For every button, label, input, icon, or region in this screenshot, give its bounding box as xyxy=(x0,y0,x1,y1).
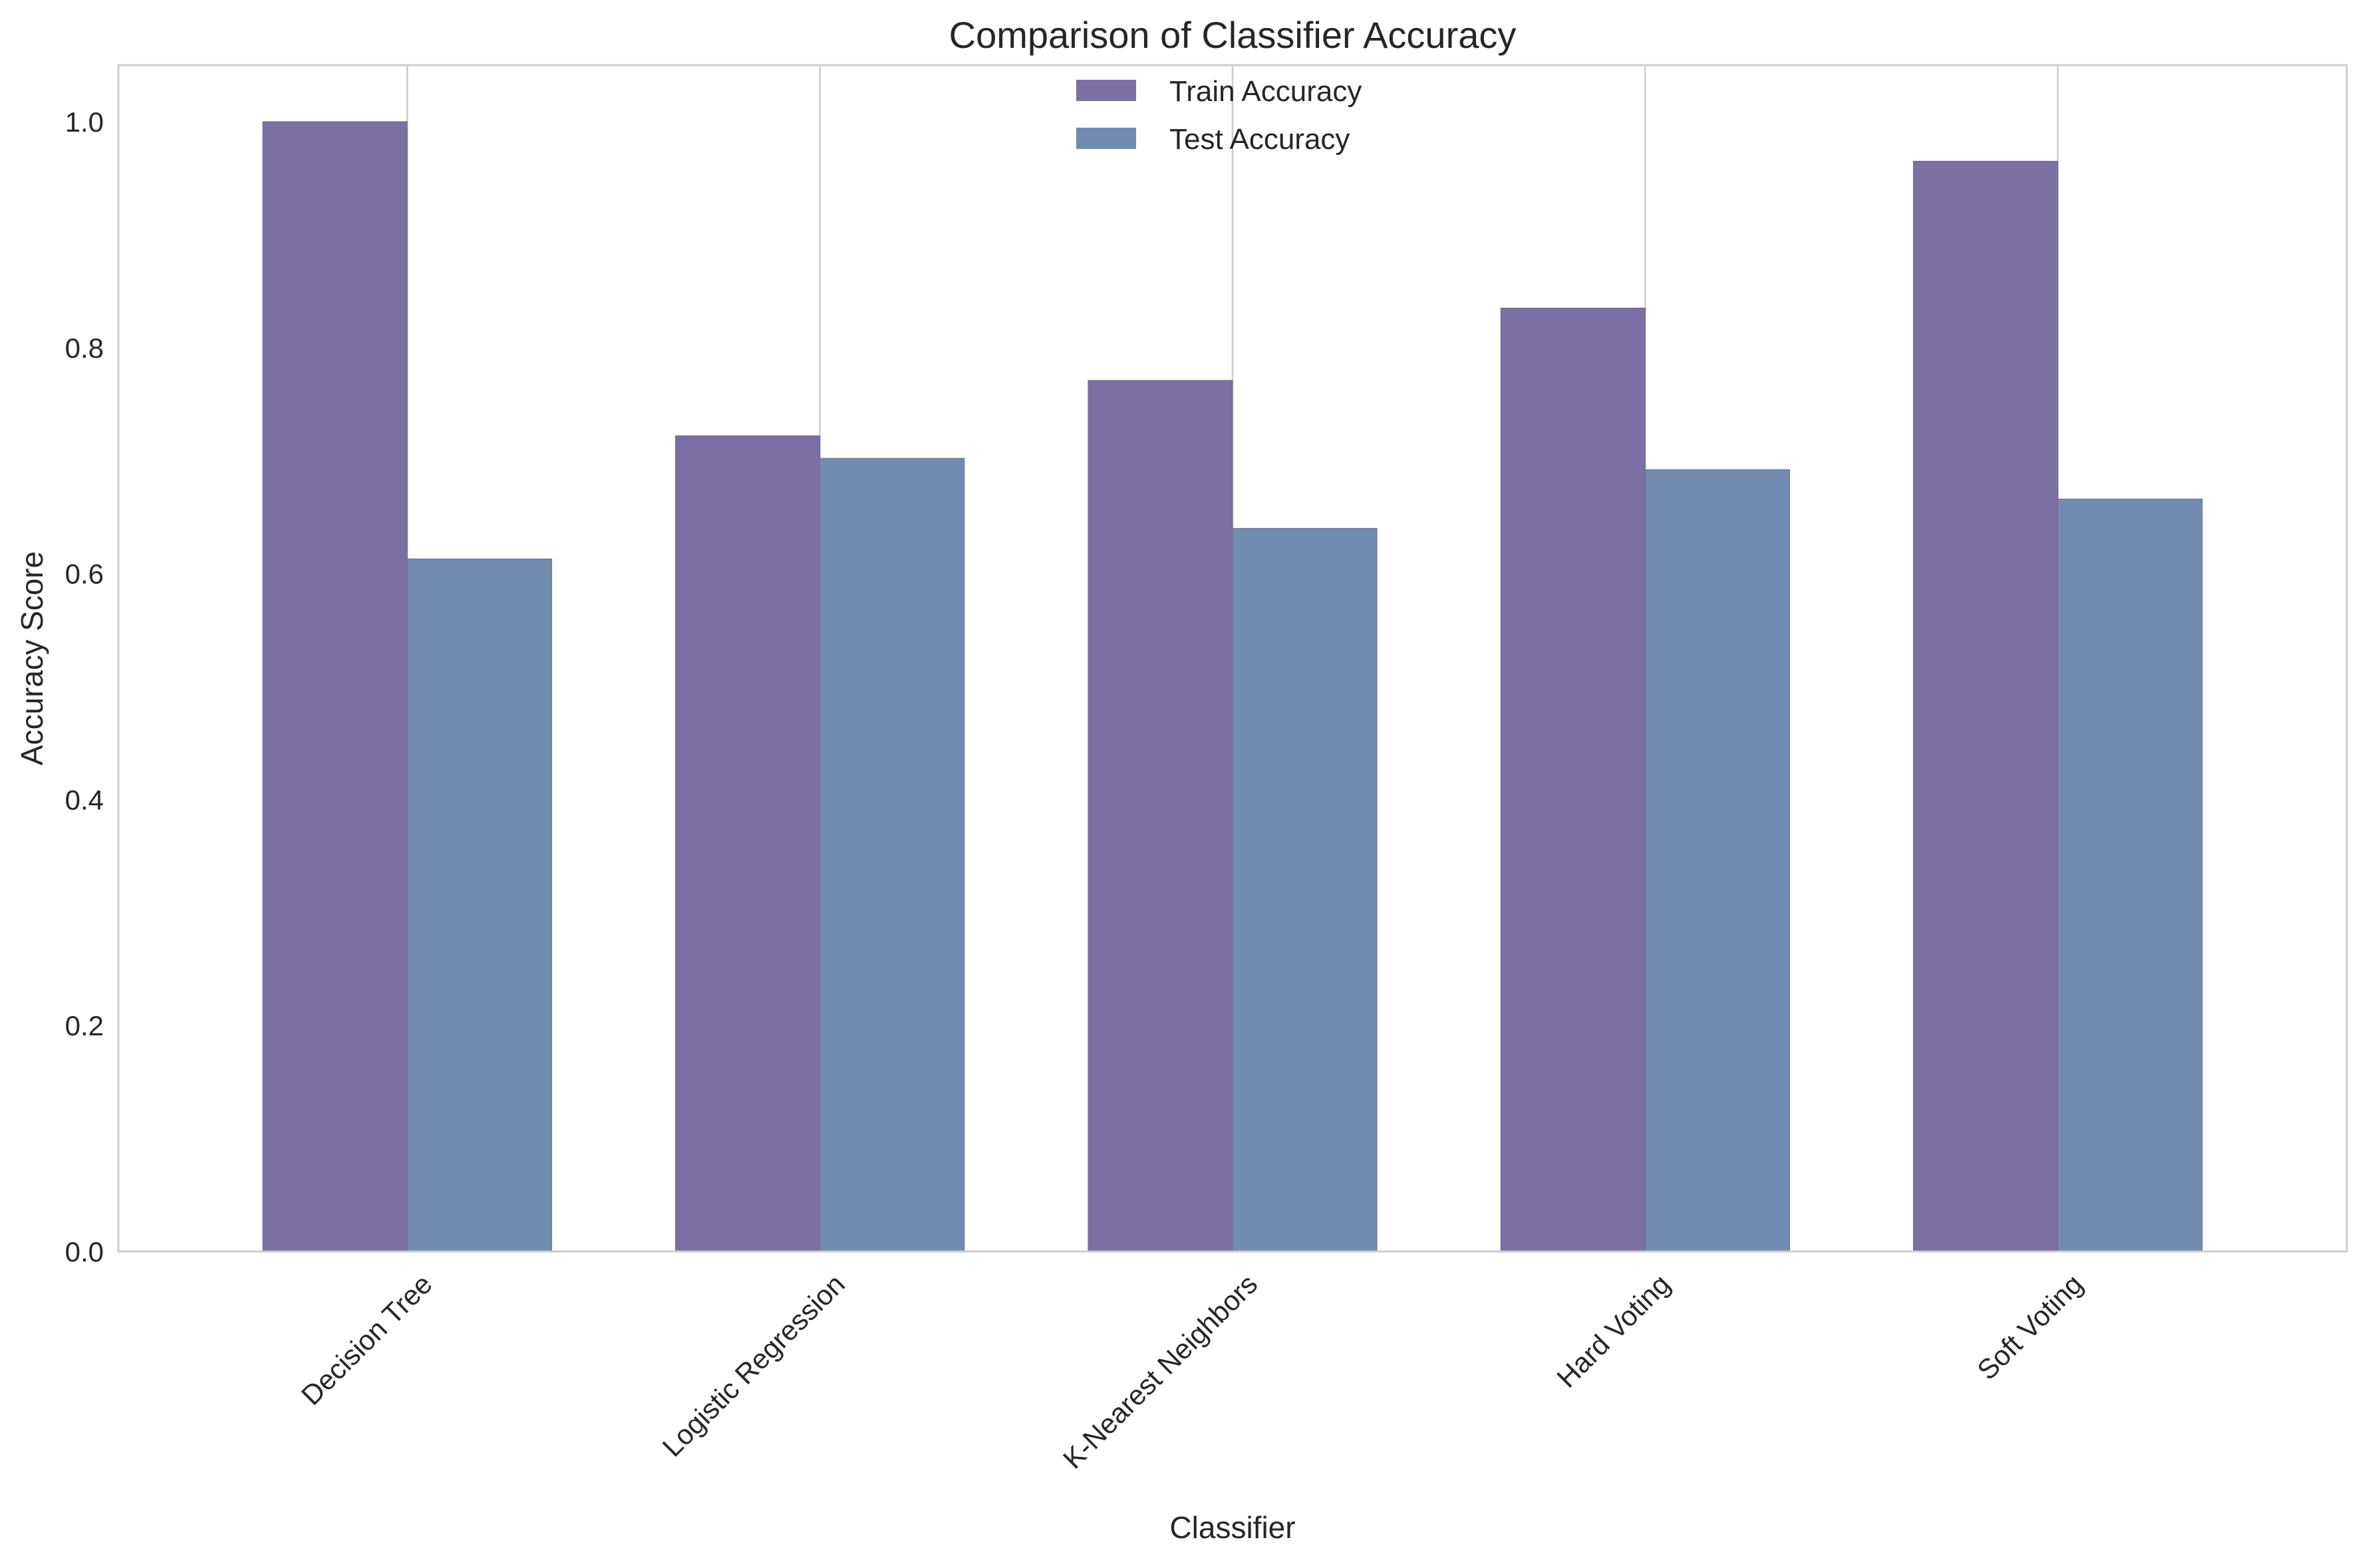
y-tick-label: 0.2 xyxy=(65,1010,104,1041)
legend-label-test: Test Accuracy xyxy=(1169,123,1350,156)
legend: Train Accuracy Test Accuracy xyxy=(1076,75,1362,156)
bar-test-3 xyxy=(1644,469,1790,1252)
plot-frame xyxy=(117,64,2348,1253)
bars xyxy=(262,121,2203,1252)
y-tick-label: 0.6 xyxy=(65,559,104,590)
y-tick-label: 1.0 xyxy=(65,106,104,138)
x-axis-label: Classifier xyxy=(1169,1510,1295,1545)
legend-swatch-train xyxy=(1076,80,1136,101)
bar-test-4 xyxy=(2057,498,2203,1252)
bar-train-4 xyxy=(1913,160,2059,1252)
bar-train-0 xyxy=(262,121,408,1252)
bar-test-0 xyxy=(406,558,552,1252)
y-axis-ticks: 0.0 0.2 0.4 0.6 0.8 1.0 xyxy=(65,106,104,1267)
chart-title: Comparison of Classifier Accuracy xyxy=(949,14,1517,56)
bar-train-1 xyxy=(675,435,821,1252)
bar-test-2 xyxy=(1232,528,1378,1252)
y-axis-label: Accuracy Score xyxy=(15,551,49,765)
bar-train-2 xyxy=(1088,380,1233,1252)
legend-label-train: Train Accuracy xyxy=(1169,75,1362,108)
bar-test-1 xyxy=(819,457,965,1252)
y-tick-label: 0.8 xyxy=(65,332,104,364)
y-tick-label: 0.0 xyxy=(65,1236,104,1267)
y-tick-label: 0.4 xyxy=(65,784,104,815)
bar-train-3 xyxy=(1500,307,1646,1252)
legend-swatch-test xyxy=(1076,128,1136,149)
